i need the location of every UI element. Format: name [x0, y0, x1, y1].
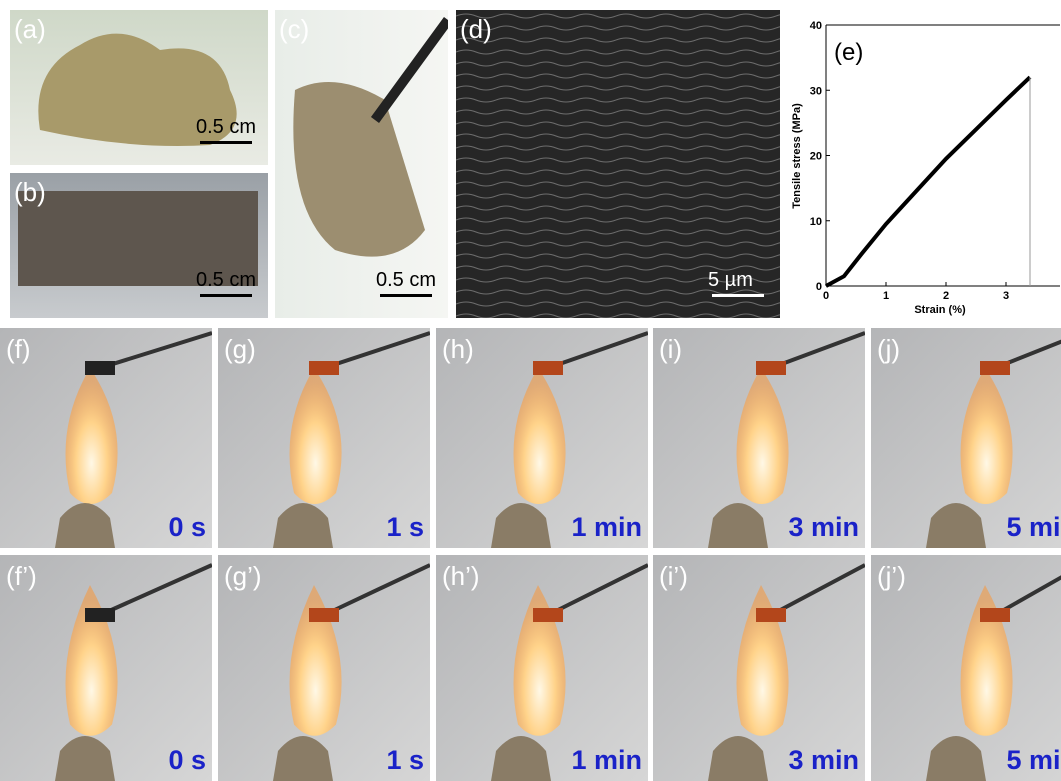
- scale-bar-label: 0.5 cm: [196, 269, 256, 291]
- sample: [980, 608, 1010, 622]
- time-label: 0 s: [168, 512, 206, 542]
- sample: [756, 361, 786, 375]
- x-axis-label: Strain (%): [914, 304, 966, 316]
- panel-label: (h): [442, 334, 474, 364]
- photo-panel: (a) 0.5 cm: [10, 10, 268, 165]
- panel-label: (j’): [877, 561, 906, 591]
- panel-label: (g): [224, 334, 256, 364]
- panel-label: (f): [6, 334, 31, 364]
- panel-label: (j): [877, 334, 900, 364]
- burn-photo: (g) 1 s: [218, 328, 430, 548]
- time-label: 3 min: [788, 745, 859, 775]
- burn-photo: (f) 0 s: [0, 328, 212, 548]
- burn-photo: (i) 3 min: [653, 328, 865, 548]
- time-label: 1 min: [571, 512, 642, 542]
- scale-bar-label: 5 µm: [708, 269, 753, 291]
- panel-label: (i’): [659, 561, 688, 591]
- y-tick-label: 40: [810, 20, 822, 32]
- sample: [756, 608, 786, 622]
- y-tick-label: 20: [810, 151, 822, 163]
- sample: [85, 608, 115, 622]
- scale-bar: [200, 141, 252, 144]
- panel-label: (a): [14, 14, 46, 44]
- time-label: 5 min: [1006, 512, 1061, 542]
- burn-photo: (g’) 1 s: [218, 555, 430, 781]
- panel-label: (b): [14, 177, 46, 207]
- burn-photo: (i’) 3 min: [653, 555, 865, 781]
- x-tick-label: 3: [1003, 290, 1009, 302]
- burn-photo: (h) 1 min: [436, 328, 648, 548]
- panel-label: (e): [834, 39, 863, 66]
- sample: [309, 608, 339, 622]
- sample: [309, 361, 339, 375]
- panel-label: (f’): [6, 561, 37, 591]
- y-tick-label: 0: [816, 281, 822, 293]
- scale-bar-label: 0.5 cm: [196, 116, 256, 138]
- panel-label: (d): [460, 14, 492, 44]
- time-label: 3 min: [788, 512, 859, 542]
- y-axis-label: Tensile stress (MPa): [791, 103, 803, 209]
- x-tick-label: 1: [883, 290, 889, 302]
- sample: [533, 608, 563, 622]
- scale-bar: [200, 294, 252, 297]
- burn-photo: (f’) 0 s: [0, 555, 212, 781]
- panel-label: (c): [279, 14, 309, 44]
- scale-bar: [712, 294, 764, 297]
- time-label: 5 min: [1006, 745, 1061, 775]
- burn-photo: (j) 5 min: [871, 328, 1061, 548]
- scale-bar: [380, 294, 432, 297]
- data-line: [826, 77, 1030, 286]
- time-label: 1 s: [386, 512, 424, 542]
- scale-bar-label: 0.5 cm: [376, 269, 436, 291]
- panel-label: (g’): [224, 561, 262, 591]
- panel-label: (h’): [442, 561, 480, 591]
- figure: (a)0.5 cm(b)0.5 cm(c)0.5 cm(d)5 µm010203…: [0, 0, 1061, 781]
- sample: [85, 361, 115, 375]
- sample: [533, 361, 563, 375]
- y-tick-label: 30: [810, 85, 822, 97]
- y-tick-label: 10: [810, 216, 822, 228]
- photo-panel: (d) 5 µm: [456, 10, 780, 318]
- burn-photo: (h’) 1 min: [436, 555, 648, 781]
- burn-photo: (j’) 5 min: [871, 555, 1061, 781]
- time-label: 0 s: [168, 745, 206, 775]
- time-label: 1 min: [571, 745, 642, 775]
- x-tick-label: 2: [943, 290, 949, 302]
- x-tick-label: 0: [823, 290, 829, 302]
- panel-label: (i): [659, 334, 682, 364]
- sample: [980, 361, 1010, 375]
- photo-panel: (c) 0.5 cm: [275, 10, 448, 318]
- photo-panel: (b) 0.5 cm: [10, 173, 268, 318]
- time-label: 1 s: [386, 745, 424, 775]
